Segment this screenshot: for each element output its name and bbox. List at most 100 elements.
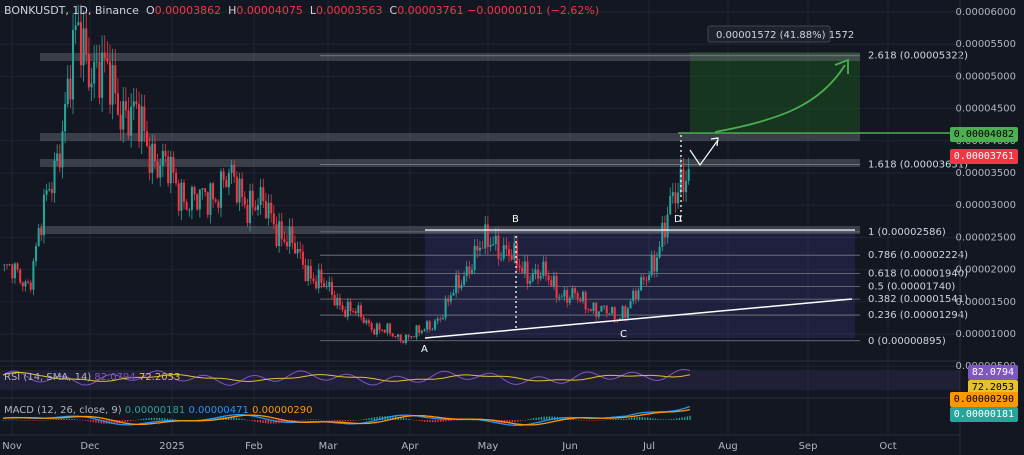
macd-bar (241, 418, 243, 420)
candle-body (433, 320, 437, 330)
candle-body (180, 182, 183, 211)
candle-body (87, 54, 90, 88)
macd-bar (326, 420, 328, 421)
macd-bar (466, 419, 468, 421)
candle-body (241, 178, 244, 198)
macd-bar (352, 420, 354, 421)
macd-bar (135, 420, 137, 421)
price-tick: 0.00001500 (956, 297, 1016, 308)
candle-body (555, 275, 558, 298)
candle-body (315, 281, 318, 289)
candle-body (531, 273, 534, 281)
candle-body (640, 277, 643, 291)
price-tick: 0.00004500 (956, 104, 1016, 115)
macd-bar (95, 420, 97, 423)
macd-bar (585, 420, 588, 421)
candle-body (182, 182, 186, 202)
candle-body (597, 311, 600, 317)
candle-body (492, 243, 495, 245)
macd-bar (238, 418, 240, 420)
candle-body (21, 282, 24, 287)
candle-body (685, 180, 688, 193)
macd-bar (506, 420, 508, 423)
macd-bar (684, 416, 686, 420)
high-label: H0.00004075 (228, 4, 303, 17)
macd-bar (604, 419, 606, 421)
candle-body (5, 264, 8, 266)
macd-bar (631, 417, 633, 420)
candle-body (375, 323, 378, 335)
macd-bar (121, 420, 124, 423)
macd-bar (665, 419, 667, 420)
candle-body (344, 309, 347, 317)
macd-bar (519, 420, 521, 422)
candle-body (262, 187, 265, 202)
macd-bar (76, 419, 78, 420)
candle-body (595, 302, 598, 317)
candle-body (167, 156, 170, 184)
macd-bar (164, 418, 166, 420)
macd-bar (408, 418, 410, 420)
fib-level-label: 0.236 (0.00001294) (868, 310, 968, 321)
macd-bar (272, 420, 275, 424)
macd-bar (217, 417, 219, 420)
candle-body (518, 265, 521, 268)
projection-arrow (714, 64, 846, 133)
macd-bar (593, 420, 596, 421)
candle-body (333, 294, 336, 306)
candle-body (608, 313, 611, 315)
candle-body (259, 187, 262, 206)
ohlc-header: BONKUSDT, 1D, Binance O0.00003862 H0.000… (4, 4, 599, 17)
macd-bar (344, 420, 346, 422)
candle-body (299, 248, 302, 252)
macd-label: MACD (12, 26, close, 9) (4, 405, 122, 416)
macd-bar (156, 417, 158, 420)
candle-body (621, 306, 624, 319)
macd-bar (551, 416, 553, 420)
macd-bar (575, 419, 577, 421)
macd-bar (355, 420, 357, 421)
candle-body (587, 309, 590, 310)
macd-bar (111, 420, 113, 424)
candle-body (357, 305, 360, 314)
candle-body (42, 194, 45, 236)
candle-body (24, 281, 27, 287)
low-label: L0.00003563 (309, 4, 383, 17)
macd-bar (140, 419, 142, 420)
macd-bar (44, 420, 47, 421)
macd-bar (302, 419, 304, 421)
band-1 (40, 53, 860, 61)
candle-body (428, 321, 431, 330)
candle-body (415, 325, 418, 338)
macd-bar (227, 417, 230, 420)
candle-body (568, 298, 571, 303)
candle-body (500, 258, 503, 260)
macd-bar (291, 420, 293, 422)
candle-body (457, 274, 460, 289)
macd-bar (437, 420, 439, 423)
macd-bar (511, 420, 513, 423)
macd-bar (628, 418, 630, 420)
macd-bar (527, 419, 529, 420)
macd-bar (5, 419, 7, 421)
candle-body (407, 334, 410, 337)
macd-bar (548, 416, 551, 420)
macd-bar (530, 418, 532, 420)
candle-body (666, 214, 669, 238)
macd-bar (596, 420, 598, 421)
macd-bar (137, 419, 139, 421)
macd-bar (654, 418, 657, 420)
macd-bar (60, 418, 63, 420)
close-label: C0.00003761 (389, 4, 464, 17)
candle-body (145, 131, 149, 147)
candle-body (58, 153, 61, 168)
macd-bar (310, 419, 312, 420)
macd-tag-b: 0.00000181 (949, 407, 1018, 422)
target-zone (690, 52, 860, 132)
candle-body (550, 280, 553, 287)
candle-body (56, 153, 59, 161)
macd-bar (312, 419, 315, 420)
candle-body (53, 160, 56, 193)
macd-bar (148, 418, 150, 420)
candle-body (581, 291, 585, 302)
